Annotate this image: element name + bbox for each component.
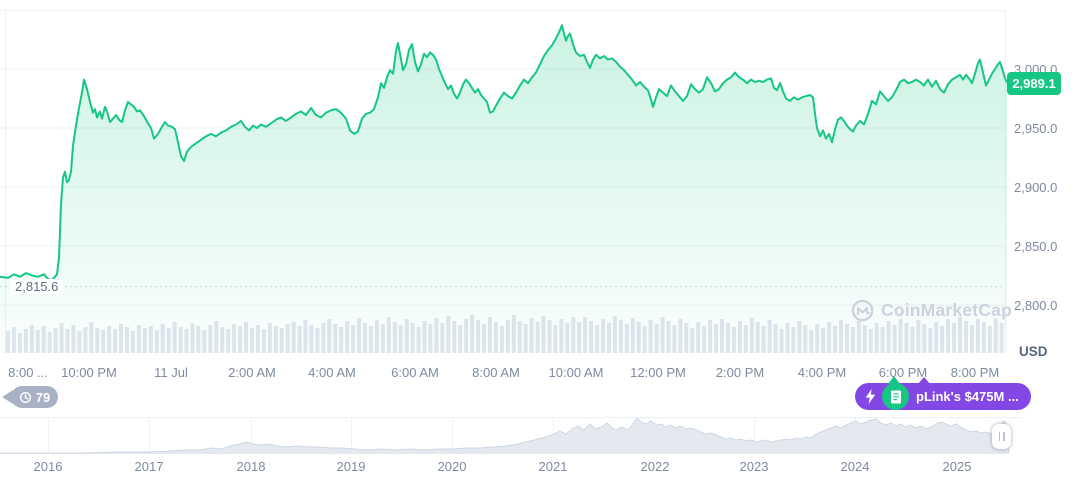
year-label: 2022 (640, 459, 670, 474)
news-ticker-text: pLink's $475M ... (916, 389, 1019, 404)
year-label: 2017 (134, 459, 164, 474)
range-navigator[interactable] (0, 417, 1022, 457)
history-count: 79 (35, 389, 51, 405)
time-tick-label: 11 Jul (154, 365, 188, 380)
clock-icon (19, 391, 31, 403)
time-tick-label: 2:00 PM (715, 365, 765, 380)
time-tick-label: 6:00 AM (391, 365, 439, 380)
year-label: 2024 (840, 459, 870, 474)
history-badge-pill: 79 (11, 386, 58, 408)
price-tick-label: 2,800.0 (1014, 298, 1058, 313)
badge-left-pointer (2, 390, 13, 404)
time-tick-label: 10:00 AM (548, 365, 604, 380)
news-ticker-badge[interactable]: pLink's $475M ... (855, 383, 1031, 410)
price-tick-label: 2,850.0 (1014, 239, 1058, 254)
coinmarketcap-logo-icon (851, 299, 874, 322)
time-tick-label: 8:00 AM (472, 365, 520, 380)
price-series (0, 24, 1007, 354)
time-tick-label: 2:00 AM (228, 365, 276, 380)
year-label: 2023 (739, 459, 769, 474)
year-label: 2018 (236, 459, 266, 474)
price-tick-label: 2,900.0 (1014, 180, 1058, 195)
price-chart[interactable] (0, 0, 1007, 356)
year-label: 2021 (538, 459, 568, 474)
document-icon (890, 390, 901, 403)
news-source-icon (882, 383, 909, 410)
current-price-badge: 2,989.1 (1007, 72, 1061, 95)
handle-grip-icon (1003, 432, 1005, 441)
news-pointer-green (888, 376, 900, 384)
time-tick-label: 4:00 AM (308, 365, 356, 380)
year-label: 2025 (942, 459, 972, 474)
handle-grip-icon (998, 432, 1000, 441)
watermark: CoinMarketCap (851, 299, 1012, 322)
currency-label: USD (1019, 344, 1048, 359)
lightning-icon (865, 389, 876, 404)
time-tick-label: 10:00 PM (61, 365, 117, 380)
price-tick-label: 2,950.0 (1014, 121, 1058, 136)
year-label: 2016 (33, 459, 63, 474)
time-tick-label: 4:00 PM (797, 365, 847, 380)
current-price-value: 2,989.1 (1012, 76, 1056, 91)
prev-close-label: 2,815.6 (10, 279, 64, 294)
watermark-text: CoinMarketCap (881, 300, 1012, 320)
time-tick-label: 8:00 PM (950, 365, 1000, 380)
year-label: 2019 (336, 459, 366, 474)
navigator-area (0, 417, 1010, 454)
navigator-handle[interactable] (992, 424, 1011, 449)
history-badge[interactable]: 79 (2, 386, 58, 408)
year-label: 2020 (437, 459, 467, 474)
news-pointer-purple (918, 377, 930, 384)
time-tick-label: 12:00 PM (630, 365, 686, 380)
time-tick-label: 8:00 ... (8, 365, 48, 380)
